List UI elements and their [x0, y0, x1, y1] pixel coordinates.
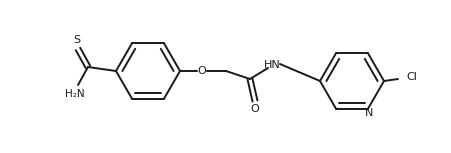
Text: O: O — [250, 104, 259, 114]
Text: H₂N: H₂N — [65, 89, 85, 99]
Text: S: S — [73, 35, 80, 45]
Text: O: O — [197, 66, 206, 76]
Text: Cl: Cl — [405, 72, 416, 82]
Text: HN: HN — [263, 60, 280, 70]
Text: N: N — [364, 108, 373, 118]
